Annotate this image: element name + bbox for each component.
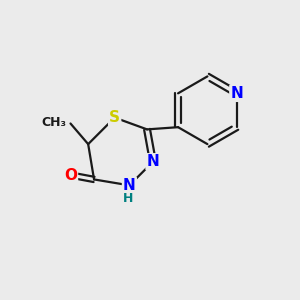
Text: N: N [230,86,243,101]
Text: CH₃: CH₃ [42,116,67,128]
Text: O: O [64,167,77,182]
Text: N: N [123,178,136,193]
Text: S: S [109,110,120,125]
Text: H: H [123,192,133,205]
Text: N: N [147,154,159,169]
